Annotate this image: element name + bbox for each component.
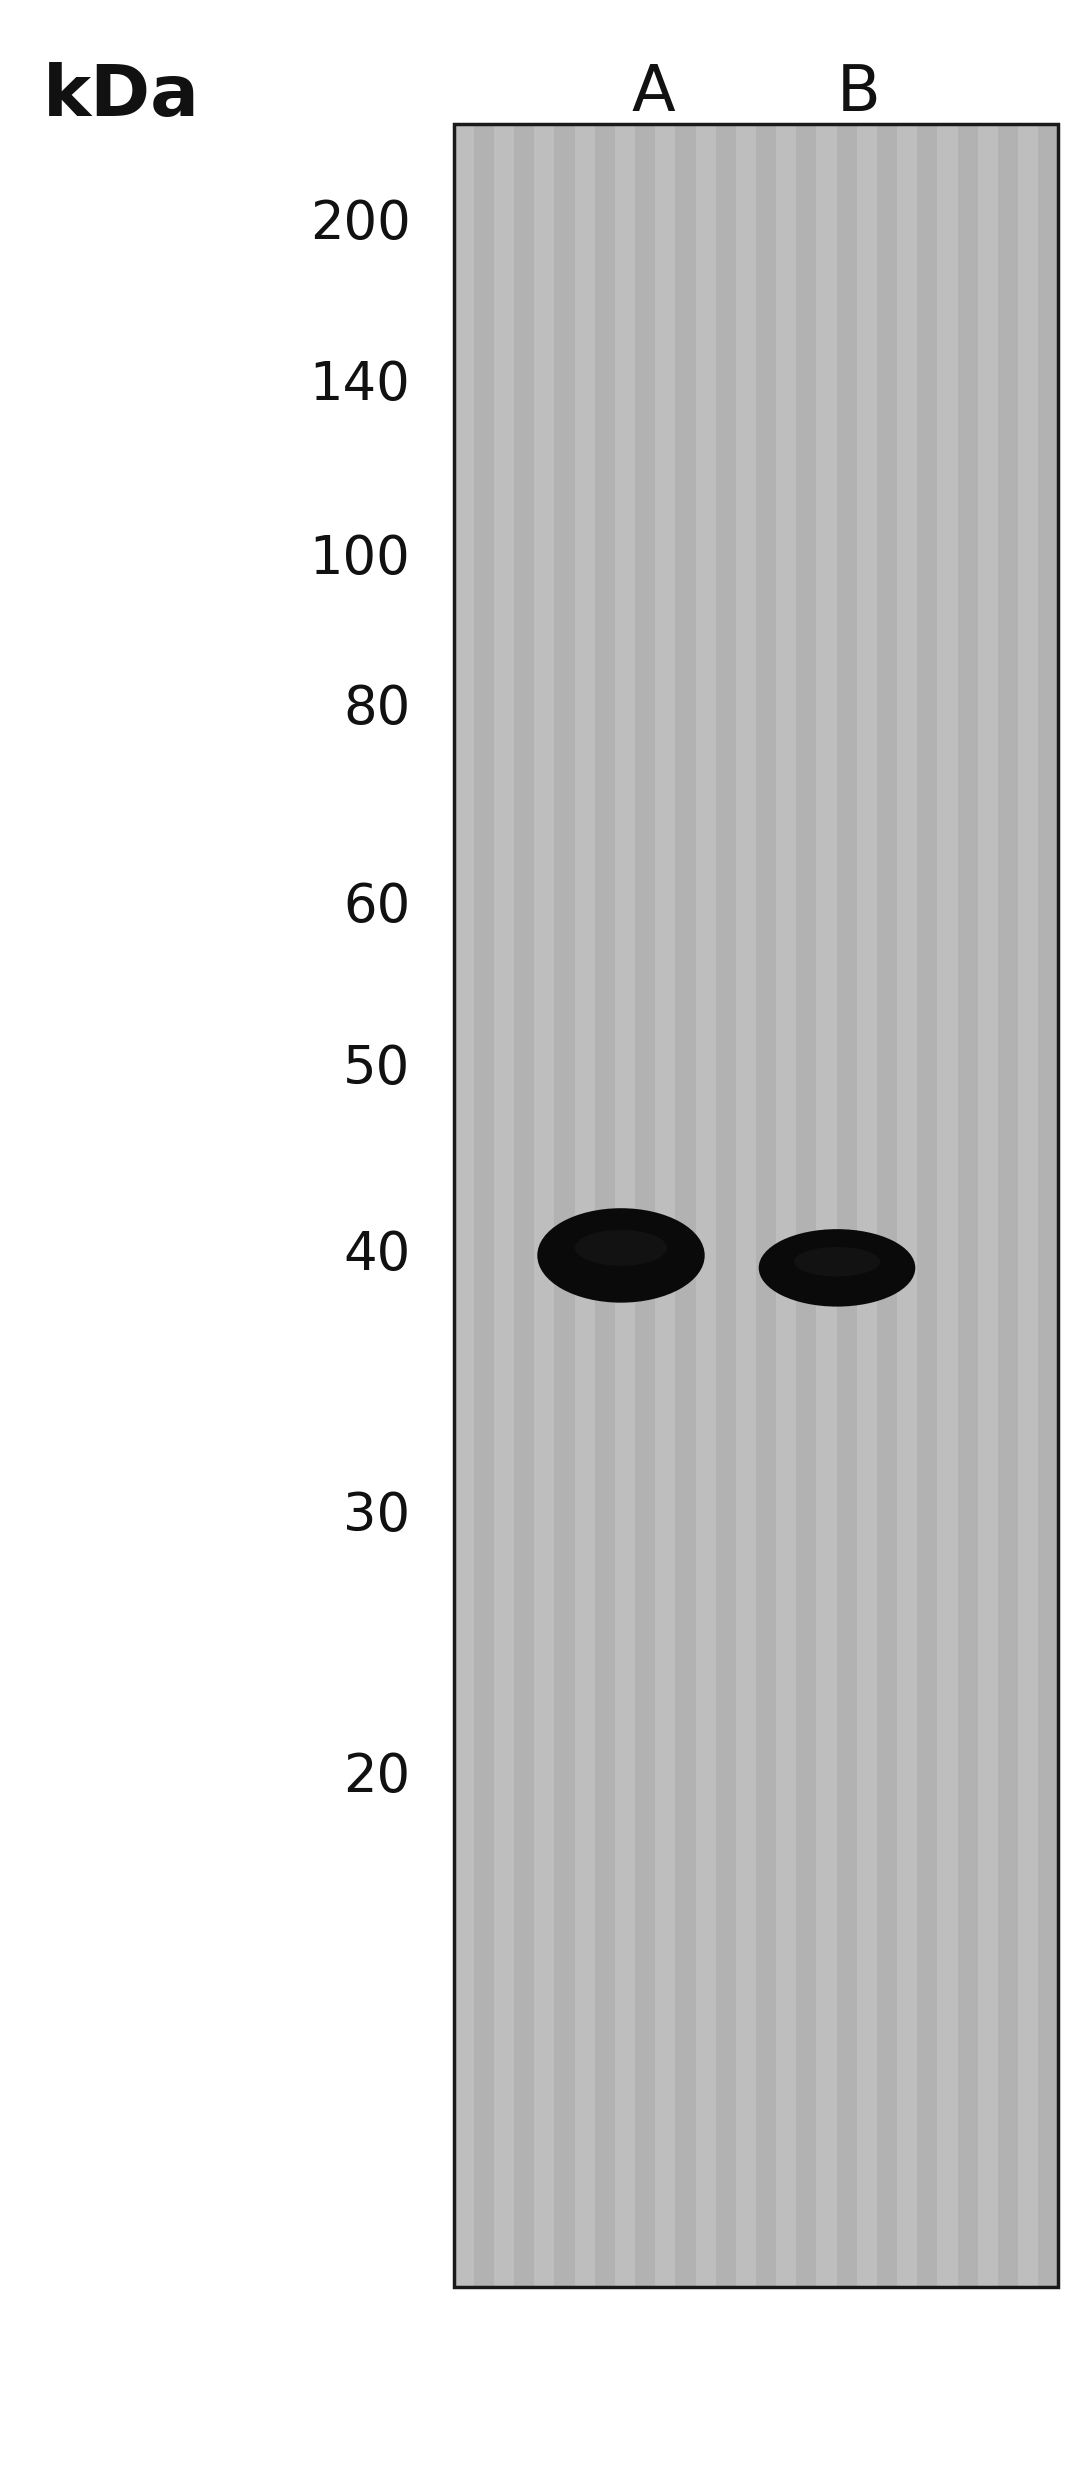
Bar — [897, 124, 917, 2287]
Text: 100: 100 — [310, 534, 410, 584]
Text: 200: 200 — [310, 199, 410, 249]
Bar — [514, 124, 535, 2287]
Bar — [615, 124, 635, 2287]
Bar — [554, 124, 575, 2287]
Bar — [494, 124, 514, 2287]
Text: 20: 20 — [343, 1753, 410, 1802]
Bar — [837, 124, 856, 2287]
Bar — [1038, 124, 1058, 2287]
Ellipse shape — [759, 1228, 916, 1308]
Bar — [796, 124, 816, 2287]
Text: B: B — [837, 62, 880, 124]
Bar — [816, 124, 837, 2287]
Text: 140: 140 — [310, 360, 410, 410]
Bar — [735, 124, 756, 2287]
Bar — [696, 124, 716, 2287]
Bar — [998, 124, 1018, 2287]
Bar — [1018, 124, 1038, 2287]
Text: 40: 40 — [343, 1231, 410, 1280]
Bar — [535, 124, 554, 2287]
Ellipse shape — [794, 1248, 880, 1275]
Text: A: A — [632, 62, 675, 124]
Bar — [575, 124, 595, 2287]
Bar — [756, 124, 777, 2287]
Bar — [675, 124, 696, 2287]
Text: kDa: kDa — [43, 62, 200, 132]
Bar — [454, 124, 1058, 2287]
Bar — [917, 124, 937, 2287]
Bar — [877, 124, 897, 2287]
Ellipse shape — [575, 1231, 667, 1265]
Text: 30: 30 — [343, 1492, 410, 1541]
Bar — [777, 124, 796, 2287]
Text: 80: 80 — [343, 684, 410, 733]
Text: 50: 50 — [343, 1044, 410, 1094]
Bar — [856, 124, 877, 2287]
Bar — [656, 124, 675, 2287]
Bar — [635, 124, 656, 2287]
Bar — [958, 124, 977, 2287]
Bar — [977, 124, 998, 2287]
Text: 60: 60 — [343, 883, 410, 932]
Bar — [474, 124, 494, 2287]
Bar — [595, 124, 615, 2287]
Bar — [937, 124, 958, 2287]
Bar — [716, 124, 735, 2287]
Bar — [454, 124, 474, 2287]
Ellipse shape — [538, 1208, 705, 1303]
Bar — [454, 124, 1058, 2287]
